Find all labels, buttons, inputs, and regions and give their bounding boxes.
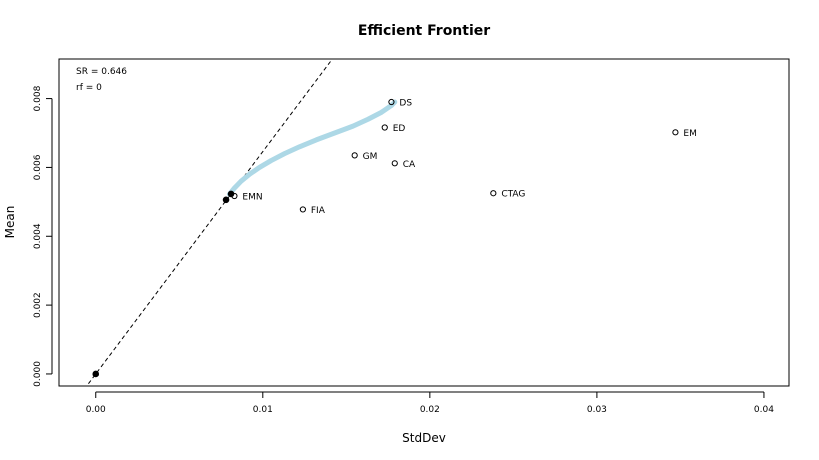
capital-market-line-layer — [86, 59, 333, 386]
asset-label: ED — [393, 124, 406, 134]
x-tick-label: 0.01 — [253, 405, 273, 415]
asset-label: CTAG — [501, 190, 525, 200]
asset-label: EMN — [242, 192, 262, 202]
tangency-point — [227, 190, 235, 198]
plot-frame — [58, 58, 790, 387]
asset-point: CA — [391, 160, 416, 170]
asset-point: DS — [388, 98, 412, 109]
asset-marker — [299, 206, 306, 213]
frontier-layer — [226, 99, 398, 197]
asset-label: EM — [683, 129, 696, 139]
sharpe-ratio-annotation: SR = 0.646 — [76, 67, 127, 77]
y-axis-label: Mean — [3, 206, 17, 239]
x-tick-label: 0.00 — [86, 405, 106, 415]
y-tick-label: 0.006 — [33, 154, 43, 180]
chart-title: Efficient Frontier — [358, 23, 490, 39]
asset-point: ED — [381, 124, 406, 134]
x-tick-label: 0.03 — [587, 405, 607, 415]
asset-label: DS — [399, 99, 412, 109]
x-axis: 0.00 0.01 0.02 0.03 0.04 — [86, 391, 774, 415]
plot-area: DS ED EM GM CA CTAG EMN FIA — [86, 59, 697, 386]
x-tick-label: 0.02 — [420, 405, 440, 415]
asset-point: CTAG — [490, 190, 525, 200]
x-axis-label: StdDev — [402, 431, 446, 445]
y-tick-label: 0.002 — [33, 292, 43, 318]
y-tick-label: 0.000 — [33, 361, 43, 387]
asset-marker — [388, 98, 395, 106]
asset-marker — [490, 190, 497, 197]
y-tick-label: 0.004 — [33, 223, 43, 249]
asset-marker — [381, 124, 388, 131]
y-tick-label: 0.008 — [33, 85, 43, 111]
asset-marker — [351, 152, 358, 159]
special-points-layer — [92, 190, 235, 378]
asset-label: GM — [363, 152, 378, 162]
risk-free-point — [92, 370, 100, 378]
asset-marker — [672, 129, 679, 136]
asset-point: GM — [351, 152, 378, 162]
asset-marker — [391, 160, 398, 167]
asset-points-layer: DS ED EM GM CA CTAG EMN FIA — [231, 98, 697, 216]
asset-point: EM — [672, 129, 697, 139]
x-tick-label: 0.04 — [754, 405, 774, 415]
min-variance-point — [222, 196, 230, 204]
asset-label: CA — [403, 160, 416, 170]
asset-label: FIA — [311, 206, 326, 216]
asset-point: FIA — [299, 206, 326, 216]
y-axis: 0.000 0.002 0.004 0.006 0.008 — [33, 85, 53, 387]
efficient-frontier-curve — [226, 99, 398, 197]
asset-point: EMN — [231, 192, 263, 202]
capital-market-line — [86, 59, 333, 386]
risk-free-annotation: rf = 0 — [76, 83, 102, 93]
